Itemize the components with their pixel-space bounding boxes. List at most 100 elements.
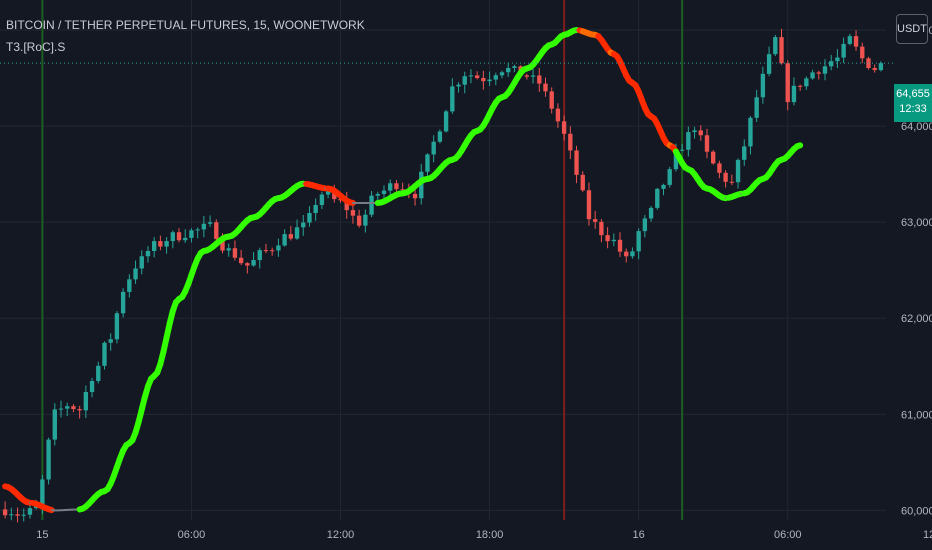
candle <box>388 179 393 198</box>
candle <box>350 202 356 224</box>
candle-body <box>120 291 126 314</box>
candle <box>214 219 219 241</box>
candle <box>474 71 480 80</box>
candle <box>835 49 840 69</box>
candle <box>96 361 101 384</box>
currency-button[interactable]: USDT <box>896 14 928 44</box>
y-tick-label: 64,000 <box>901 121 932 133</box>
candle-body <box>586 190 592 220</box>
candle <box>462 71 467 94</box>
candle <box>425 153 430 179</box>
candle <box>593 210 598 229</box>
candle-body <box>419 171 424 199</box>
t3-segment <box>794 142 804 150</box>
candle <box>766 46 772 77</box>
candle-body <box>568 133 573 151</box>
candle-body <box>723 172 728 182</box>
candle <box>735 158 741 189</box>
candle-body <box>431 141 436 155</box>
candle <box>760 66 766 104</box>
candle <box>543 77 548 97</box>
candle <box>27 505 33 519</box>
candle-body <box>593 219 598 222</box>
candle <box>537 67 542 92</box>
candle-body <box>164 241 169 247</box>
candle-body <box>381 190 387 194</box>
y-tick-label: 61,000 <box>901 409 932 421</box>
candle <box>729 174 734 186</box>
candle-body <box>325 191 331 195</box>
candle-body <box>437 131 443 142</box>
indicator-label[interactable]: T3.[RoC].S <box>6 40 66 54</box>
candle <box>158 235 163 251</box>
candle-body <box>648 207 654 219</box>
candle <box>804 76 809 90</box>
candle-body <box>400 189 405 191</box>
candle-body <box>481 77 486 82</box>
candle <box>369 191 374 218</box>
candle-body <box>692 130 697 133</box>
candle <box>238 249 244 265</box>
candle-body <box>9 514 14 516</box>
candle-body <box>468 75 474 77</box>
candle-body <box>804 78 809 87</box>
candle <box>568 126 573 160</box>
candle-body <box>226 248 231 251</box>
candle-body <box>133 268 138 280</box>
candle-body <box>294 227 300 239</box>
candle <box>307 206 312 227</box>
candle <box>183 229 188 243</box>
candle <box>717 160 722 179</box>
candle-body <box>176 232 182 241</box>
candle <box>630 247 635 259</box>
candle-body <box>605 235 610 242</box>
candle <box>580 171 585 192</box>
candle <box>164 237 169 254</box>
candle <box>226 243 231 257</box>
candle-body <box>65 406 70 409</box>
candle <box>294 219 300 240</box>
candle <box>232 240 238 261</box>
candle-body <box>58 408 64 410</box>
candle <box>46 437 51 485</box>
candle <box>797 84 803 91</box>
candle <box>742 139 747 166</box>
candle-body <box>2 509 8 516</box>
candle <box>642 214 648 238</box>
candle-body <box>220 238 225 251</box>
candle-body <box>667 169 672 185</box>
candle-body <box>207 222 213 224</box>
candle <box>785 60 790 111</box>
candle <box>83 385 89 419</box>
x-tick-label: 16 <box>633 529 645 541</box>
candle-body <box>301 222 306 228</box>
candle <box>468 69 474 84</box>
candle <box>108 333 113 351</box>
candle-body <box>257 250 262 261</box>
candle <box>133 260 138 284</box>
candle-body <box>487 79 492 82</box>
x-tick-label: 12:00 <box>327 529 355 541</box>
candle-body <box>766 54 772 74</box>
candle-body <box>711 151 716 164</box>
candle-body <box>152 241 157 251</box>
candle-body <box>611 239 616 242</box>
candle-body <box>77 409 82 411</box>
candle-body <box>630 251 635 257</box>
candle <box>636 228 641 260</box>
candle <box>58 400 64 418</box>
candle <box>276 238 281 257</box>
candle-body <box>350 210 356 216</box>
candle <box>71 404 76 413</box>
candle-body <box>735 159 741 183</box>
candle <box>779 28 784 65</box>
candle-body <box>288 234 293 239</box>
candle-body <box>661 184 666 189</box>
candle-body <box>263 250 269 252</box>
candle-body <box>878 63 884 71</box>
candle-body <box>108 339 113 343</box>
candle <box>77 405 82 419</box>
candle <box>686 126 691 157</box>
